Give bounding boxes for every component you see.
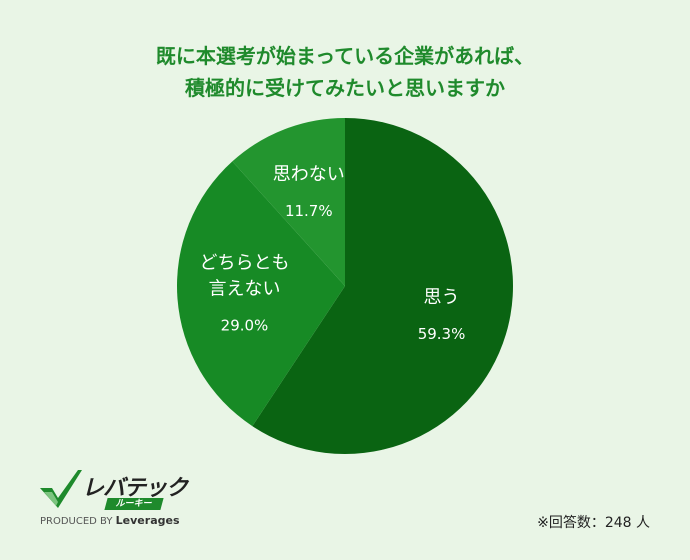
logo-name: レバテック [82,476,188,501]
produced-by-text: PRODUCED BY [40,516,113,527]
produced-by: PRODUCED BY Leverages [40,514,180,527]
pie-slice-1 [176,161,345,427]
logo-sub: ルーキー [104,498,164,510]
pie-slice-0 [252,118,513,454]
brand-name: Leverages [115,514,180,527]
levatech-rookie-logo: レバテック ルーキー PRODUCED BY Leverages [38,468,198,538]
response-count-note: ※回答数：248 人 [537,515,650,531]
checkmark-logo-icon [40,470,82,508]
slice-value-label-1: 29.0% [221,317,269,335]
chart-title-line-2: 積極的に受けてみたいと思いますか [185,76,505,100]
slice-label-0-0: 思う [424,287,460,308]
slice-value-label-2: 11.7% [285,202,333,220]
slice-label-1-0: どちらとも [199,253,289,274]
slice-label-1-1: 言えない [208,279,280,300]
pie-slice-2 [232,118,345,286]
chart-title: 既に本選考が始まっている企業があれば、 積極的に受けてみたいと思いますか [0,40,690,104]
slice-label-2-0: 思わない [273,164,345,185]
slice-value-label-0: 59.3% [418,325,466,343]
chart-title-line-1: 既に本選考が始まっている企業があれば、 [155,44,535,68]
